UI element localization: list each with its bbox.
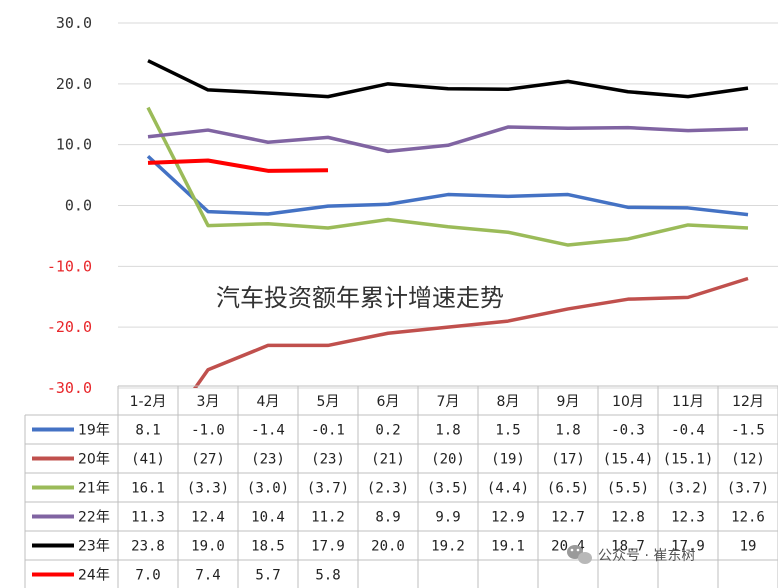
x-category-label: 5月: [317, 394, 340, 410]
legend-label: 23年: [78, 539, 110, 555]
data-label: (4.4): [487, 481, 529, 497]
data-label: (20): [431, 452, 465, 468]
data-label: (3.7): [307, 481, 349, 497]
data-label: (3.7): [727, 481, 769, 497]
data-label: 17.9: [671, 539, 705, 555]
data-label: 12.8: [611, 510, 645, 526]
data-label: 11.3: [131, 510, 165, 526]
x-category-label: 1-2月: [130, 394, 167, 410]
data-label: (3.2): [667, 481, 709, 497]
series-line-23年: [147, 59, 749, 99]
data-label: 12.3: [671, 510, 705, 526]
watermark-text: 公众号 · 崔东树: [598, 548, 695, 564]
y-tick-label: -20.0: [47, 318, 92, 336]
data-label: 8.9: [375, 510, 400, 526]
data-label: 17.9: [311, 539, 345, 555]
data-label: 11.2: [311, 510, 345, 526]
data-label: 5.8: [315, 568, 340, 584]
y-tick-label: 20.0: [56, 75, 92, 93]
data-label: 7.0: [135, 568, 160, 584]
data-label: 12.9: [491, 510, 525, 526]
data-label: 7.4: [195, 568, 220, 584]
data-table: 1-2月 3月 4月 5月 6月 7月 8月 9月 10月 11月 12月 19年 8.1 -1.0 -1.…: [24, 385, 778, 588]
data-label: (41): [131, 452, 165, 468]
data-label: -1.4: [251, 423, 285, 439]
data-label: (3.5): [427, 481, 469, 497]
data-label: -0.3: [611, 423, 645, 439]
data-label: 0.2: [375, 423, 400, 439]
data-label: 19.0: [191, 539, 225, 555]
legend-label: 22年: [78, 510, 110, 526]
data-label: -0.4: [671, 423, 705, 439]
data-label: -1.0: [191, 423, 225, 439]
gridlines: [118, 22, 778, 389]
wechat-icon: [567, 545, 592, 564]
data-label: (23): [311, 452, 345, 468]
series-line-21年: [146, 106, 749, 247]
data-label: 9.9: [435, 510, 460, 526]
data-label: (2.3): [367, 481, 409, 497]
y-tick-label: 30.0: [56, 14, 92, 32]
data-label: 5.7: [255, 568, 280, 584]
data-label: (15.4): [603, 452, 654, 468]
series-lines: [146, 59, 749, 388]
data-label: (27): [191, 452, 225, 468]
data-label: (21): [371, 452, 405, 468]
data-label: 16.1: [131, 481, 165, 497]
legend-label: 21年: [78, 481, 110, 497]
data-label: 12.4: [191, 510, 225, 526]
data-label: (3.0): [247, 481, 289, 497]
legend-label: 24年: [78, 568, 110, 584]
data-label: 10.4: [251, 510, 285, 526]
data-label: (19): [491, 452, 525, 468]
chart-title: 汽车投资额年累计增速走势: [216, 284, 504, 312]
x-category-label: 10月: [612, 394, 644, 410]
x-category-label: 11月: [672, 394, 704, 410]
series-line-19年: [146, 154, 749, 217]
y-axis: 30.0 20.0 10.0 0.0 -10.0 -20.0 -30.0: [47, 14, 92, 397]
data-label: 1.8: [435, 423, 460, 439]
data-label: 19.1: [491, 539, 525, 555]
x-category-label: 3月: [197, 394, 220, 410]
y-tick-label: 10.0: [56, 136, 92, 154]
legend-label: 20年: [78, 452, 110, 468]
data-label: (3.3): [187, 481, 229, 497]
data-label: 23.8: [131, 539, 165, 555]
legend-label: 19年: [78, 423, 110, 439]
data-label: 8.1: [135, 423, 160, 439]
x-category-label: 7月: [437, 394, 460, 410]
y-tick-label: -10.0: [47, 257, 92, 275]
x-category-label: 12月: [732, 394, 764, 410]
data-label: 18.7: [611, 539, 645, 555]
data-label: (15.1): [663, 452, 714, 468]
y-tick-label: -30.0: [47, 379, 92, 397]
data-label: (6.5): [547, 481, 589, 497]
data-label: (17): [551, 452, 585, 468]
data-label: (23): [251, 452, 285, 468]
watermark: 公众号 · 崔东树: [567, 545, 695, 564]
data-label: 1.5: [495, 423, 520, 439]
data-label: -1.5: [731, 423, 765, 439]
data-label: 19.2: [431, 539, 465, 555]
data-label: 18.5: [251, 539, 285, 555]
x-category-label: 4月: [257, 394, 280, 410]
x-category-label: 6月: [377, 394, 400, 410]
series-line-20年: [193, 276, 749, 388]
series-line-22年: [147, 125, 749, 154]
data-label: 12.7: [551, 510, 585, 526]
data-label: (12): [731, 452, 765, 468]
data-label: 12.6: [731, 510, 765, 526]
series-line-24年: [147, 158, 329, 173]
data-label: (5.5): [607, 481, 649, 497]
data-label: 19: [740, 539, 757, 555]
data-label: 20.0: [371, 539, 405, 555]
y-tick-label: 0.0: [65, 197, 92, 215]
data-label: 1.8: [555, 423, 580, 439]
x-category-label: 9月: [557, 394, 580, 410]
data-label: -0.1: [311, 423, 345, 439]
x-category-label: 8月: [497, 394, 520, 410]
